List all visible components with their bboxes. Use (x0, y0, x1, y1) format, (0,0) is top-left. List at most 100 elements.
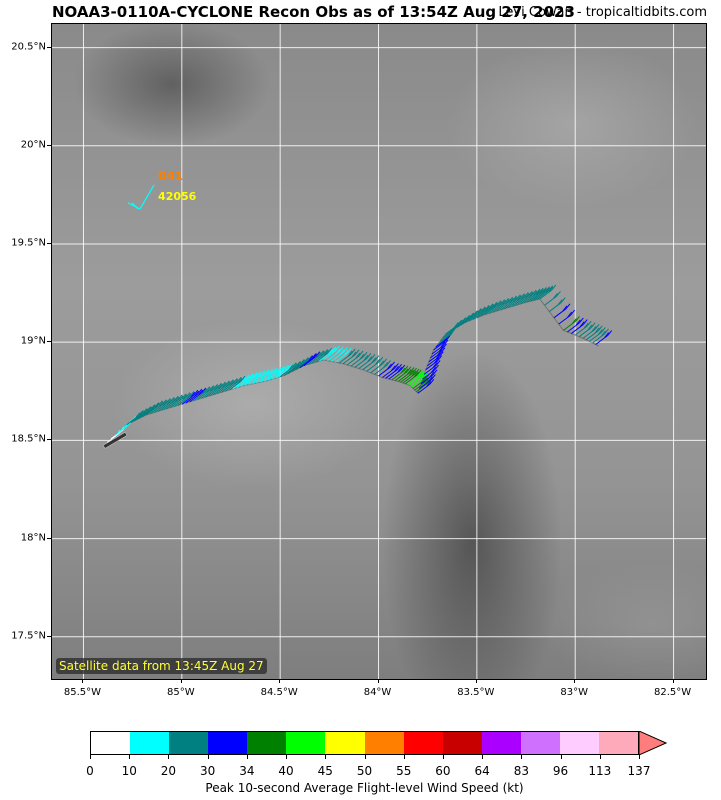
wind-barb (544, 290, 561, 306)
wind-barb-flag (513, 296, 518, 303)
wind-barb-flag (177, 394, 183, 401)
wind-barb (480, 301, 498, 317)
wind-barb (212, 380, 230, 396)
wind-barb-flag (489, 303, 495, 310)
lat-tick-mark (47, 46, 51, 48)
wind-barb-staff (548, 302, 562, 312)
wind-barb-flag (512, 295, 517, 302)
wind-barb-flag (497, 301, 503, 307)
wind-barb-flag (315, 351, 321, 358)
wind-barb (523, 288, 541, 304)
wind-barb (402, 368, 420, 384)
wind-barb-flag (578, 317, 584, 324)
colorbar-tick-label: 83 (513, 764, 529, 778)
satellite-map[interactable]: 041 42056 Satellite data from 13:45Z Aug … (51, 23, 707, 680)
wind-barb (311, 349, 329, 364)
lon-tick-mark (574, 679, 576, 683)
wind-barb-flag (370, 354, 376, 360)
wind-barb-flag (316, 352, 322, 358)
lat-tick-mark (47, 537, 51, 539)
wind-barb-flag (304, 357, 310, 363)
wind-barb (420, 369, 438, 385)
wind-barb (404, 369, 422, 385)
wind-barb-flag (272, 367, 277, 374)
wind-barb-flag (472, 310, 478, 317)
wind-barb (374, 360, 391, 375)
wind-barb-flag (582, 319, 588, 325)
credit-label: Levi Cowan - tropicaltidbits.com (498, 5, 707, 20)
wind-barb-flag (166, 399, 172, 405)
wind-barb (539, 284, 557, 300)
wind-barb-flag (311, 353, 317, 360)
wind-barb-flag (252, 372, 258, 378)
lat-tick-label: 20.5°N (11, 41, 46, 53)
wind-barb (220, 378, 238, 393)
wind-barb-flag (406, 369, 412, 375)
colorbar-segment (599, 732, 639, 754)
wind-barb-flag (347, 350, 353, 357)
wind-barb-staff (362, 360, 376, 371)
wind-barb-flag (343, 349, 349, 356)
colorbar-segment (520, 732, 560, 754)
wind-barb-staff (578, 327, 592, 338)
wind-barb-flag (220, 381, 226, 388)
wind-barb (291, 357, 309, 373)
wind-barb-flag (162, 400, 168, 406)
wind-barb (248, 370, 266, 386)
wind-barb-flag (213, 384, 218, 390)
wind-barb-flag (434, 357, 440, 363)
wind-barb-flag (279, 365, 285, 372)
wind-barb (224, 376, 242, 392)
wind-barb (138, 404, 155, 420)
colorbar-tick-label: 0 (86, 764, 94, 778)
wind-barb-flag (409, 369, 414, 376)
wind-barb-flag (594, 323, 600, 330)
wind-barb-flag (524, 292, 530, 299)
wind-barb-flag (147, 406, 152, 413)
lon-tick-label: 85°W (167, 687, 195, 698)
wind-barb-flag (186, 393, 192, 399)
wind-barb-flag (439, 345, 444, 352)
wind-barb-flag (382, 358, 388, 365)
wind-barb-flag (241, 376, 247, 383)
wind-barb-flag (429, 378, 435, 385)
wind-barb-flag (248, 373, 254, 380)
wind-barb-flag (484, 305, 490, 311)
wind-barb-flag (182, 394, 188, 400)
wind-barb-flag (225, 381, 231, 387)
wind-barb-staff (595, 335, 608, 345)
wind-barb (256, 368, 273, 384)
wind-barb (492, 298, 509, 313)
wind-barb (426, 351, 444, 367)
wind-barb (338, 348, 356, 364)
wind-barb (508, 293, 525, 309)
wind-barb-staff (350, 356, 364, 367)
wind-barb (197, 385, 214, 400)
wind-barb-flag (197, 388, 203, 395)
wind-barb (283, 361, 301, 376)
wind-barb-staff (354, 357, 368, 368)
wind-barb-staff (558, 314, 571, 325)
colorbar-segment (325, 732, 365, 754)
wind-barb-staff (126, 415, 140, 426)
wind-barb-flag (379, 360, 385, 367)
wind-barb-flag (545, 286, 550, 292)
wind-barb-flag (328, 348, 333, 355)
wind-barb-flag (174, 396, 180, 403)
wind-barb (423, 360, 441, 375)
chart-title: NOAA3-0110A-CYCLONE Recon Obs as of 13:5… (52, 3, 575, 21)
wind-barb-flag (400, 364, 406, 371)
wind-barb (240, 372, 258, 387)
wind-barb-flag (542, 288, 547, 294)
wind-barb-flag (469, 312, 475, 319)
wind-barb (574, 320, 592, 336)
wind-barb-flag (435, 360, 441, 366)
wind-barb-flag (155, 402, 160, 409)
wind-barb-flag (378, 356, 384, 363)
wind-barb (354, 353, 372, 368)
wind-barb (430, 343, 447, 359)
wind-barb-staff (378, 366, 391, 377)
wind-barb (431, 339, 449, 355)
map-overlay: 041 42056 (52, 24, 706, 679)
lat-tick-mark (47, 242, 51, 244)
